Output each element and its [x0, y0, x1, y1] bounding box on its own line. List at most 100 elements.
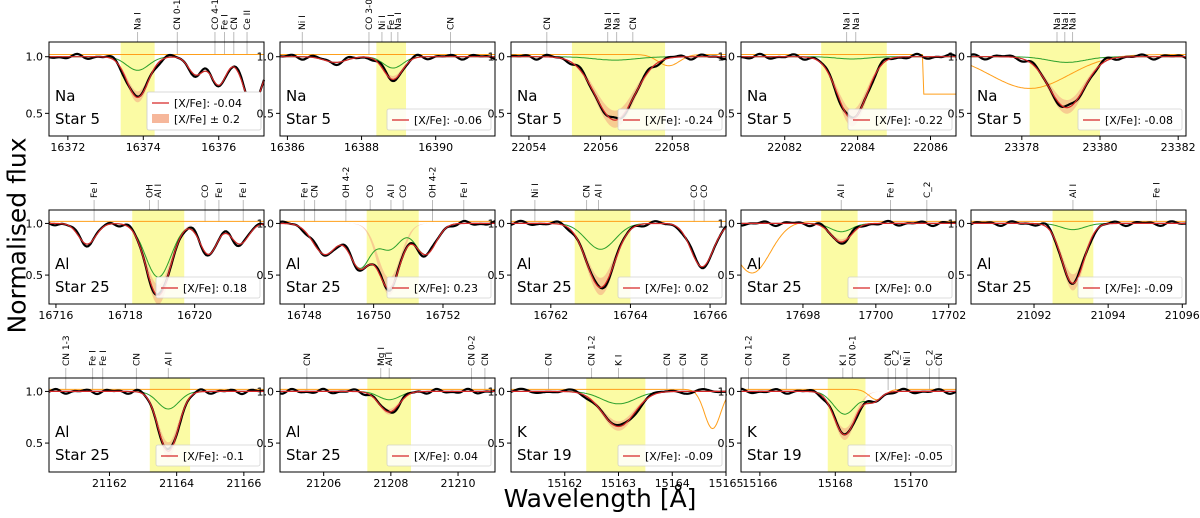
panel-frame	[48, 377, 265, 473]
star-label: Star 5	[286, 110, 331, 128]
line-id-label: Na I	[1061, 12, 1071, 30]
y-tick-label: 0.5	[257, 269, 275, 282]
y-tick-label: 0.5	[718, 269, 736, 282]
legend-box	[617, 444, 723, 467]
x-axis-label: Wavelength [Å]	[503, 484, 697, 513]
line-id-label: CN	[884, 353, 894, 366]
element-label: Al	[747, 255, 761, 273]
x-tick-label: 16718	[108, 309, 143, 322]
x-tick-label: 16750	[356, 309, 391, 322]
line-id-label: OH	[146, 184, 156, 198]
legend-fit-label: [X/Fe]: -0.09	[645, 450, 713, 463]
observed-spectrum	[279, 387, 496, 414]
line-id-label: Al I	[837, 184, 847, 198]
fit-spectrum	[511, 222, 727, 289]
element-label: Al	[286, 423, 300, 441]
y-tick-label: 0.5	[488, 269, 506, 282]
spectrum-panel: Ni I CN Al I CO CO 0.5 1.0 16762 16764 16766 Al Sta…	[488, 183, 728, 322]
line-id-label: CN	[230, 17, 240, 30]
legend-box	[847, 444, 953, 467]
line-id-label: CO	[700, 185, 710, 198]
line-id-label: CN	[543, 17, 553, 30]
legend-box	[155, 276, 261, 299]
y-tick-label: 1.0	[948, 217, 966, 230]
panel-frame	[740, 377, 957, 473]
line-id-label: CN 1-2	[588, 335, 598, 366]
x-tick-label: 21092	[1017, 309, 1052, 322]
x-tick-label: 21206	[306, 477, 341, 490]
line-id-label: OH 4-2	[429, 167, 439, 198]
x-tick-label: 21166	[226, 477, 261, 490]
line-id-label: Al I	[387, 184, 397, 198]
x-tick-label: 22084	[840, 141, 875, 154]
y-tick-label: 1.0	[948, 51, 966, 64]
spectrum-panel: Al I Fe I C_2 0.5 1.0 17698 17700 17702 Al Star 2…	[718, 181, 967, 322]
error-band	[971, 56, 1186, 114]
error-band	[511, 391, 726, 431]
line-id-label: CO 3-0	[365, 0, 375, 30]
legend-fit-label: [X/Fe]: 0.02	[645, 282, 709, 295]
line-id-label: OH 4-2	[342, 167, 352, 198]
x-tick-label: 16390	[418, 141, 453, 154]
legend-box	[386, 108, 492, 131]
line-id-label: CN	[303, 353, 313, 366]
y-tick-label: 0.5	[718, 437, 736, 450]
fit-spectrum	[511, 390, 726, 428]
x-tick-label: 16748	[287, 309, 322, 322]
y-tick-label: 1.0	[257, 385, 275, 398]
star-label: Star 25	[55, 446, 110, 464]
x-tick-label: 15170	[893, 477, 928, 490]
line-id-label: Al I	[154, 184, 164, 198]
star-label: Star 19	[517, 446, 572, 464]
x-tick-label: 17702	[931, 309, 966, 322]
line-id-label: CN	[663, 353, 673, 366]
legend-fit-label: [X/Fe]: -0.06	[414, 114, 482, 127]
x-tick-label: 16372	[50, 141, 85, 154]
line-id-label: CN	[701, 353, 711, 366]
x-tick-label: 16386	[270, 141, 305, 154]
x-tick-label: 15164	[655, 477, 690, 490]
fit-spectrum	[971, 222, 1186, 284]
line-id-label: CO	[366, 185, 376, 198]
line-id-label: Ce II	[243, 10, 253, 30]
line-id-label: CN	[447, 17, 457, 30]
x-tick-label: 23380	[1083, 141, 1118, 154]
x-tick-label: 16762	[533, 309, 568, 322]
star-label: Star 25	[286, 446, 341, 464]
star-label: Star 25	[977, 278, 1032, 296]
fit-spectrum	[280, 56, 495, 81]
y-tick-label: 0.5	[948, 107, 966, 120]
y-tick-label: 1.0	[257, 217, 275, 230]
star-label: Star 19	[747, 446, 802, 464]
y-tick-label: 1.0	[26, 385, 44, 398]
line-id-label: Fe I	[89, 350, 99, 366]
line-id-label: Na I	[134, 12, 144, 30]
x-tick-label: 16764	[613, 309, 648, 322]
y-tick-label: 0.5	[718, 107, 736, 120]
y-tick-label: 1.0	[488, 51, 506, 64]
line-id-label: Fe I	[387, 14, 397, 30]
y-tick-label: 1.0	[718, 385, 736, 398]
y-tick-label: 0.5	[948, 269, 966, 282]
line-id-label: CO	[690, 185, 700, 198]
line-id-label: C_2	[923, 181, 933, 198]
x-tick-label: 22054	[511, 141, 546, 154]
spectrum-panel: Fe I CN OH 4-2 CO Al I CO OH 4-2 Fe I0.51.01674…	[257, 167, 496, 322]
line-id-label: K I	[615, 355, 625, 366]
line-id-label: Fe I	[90, 182, 100, 198]
line-id-label: CN	[629, 17, 639, 30]
legend-box	[155, 444, 261, 467]
element-label: Al	[977, 255, 991, 273]
line-id-label: Na I	[1069, 12, 1079, 30]
line-id-label: Ni I	[903, 351, 913, 366]
x-tick-label: 16374	[126, 141, 161, 154]
line-id-label: Al I	[164, 352, 174, 366]
line-id-label: C_2	[926, 349, 936, 366]
line-id-label: Na I	[843, 12, 853, 30]
line-id-label: Ni I	[531, 183, 541, 198]
legend-box	[847, 108, 953, 131]
fit-spectrum	[49, 390, 264, 452]
line-id-label: Na I	[394, 12, 404, 30]
fit-spectrum	[741, 390, 956, 436]
fit-spectrum	[971, 56, 1186, 109]
